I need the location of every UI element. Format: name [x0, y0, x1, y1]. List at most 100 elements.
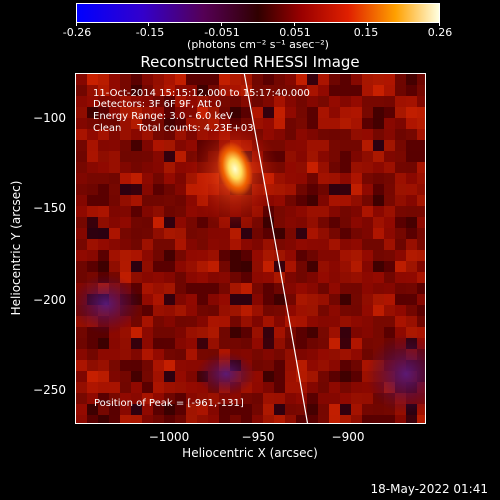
image-pixel — [373, 206, 384, 217]
image-pixel — [384, 415, 395, 423]
image-pixel — [153, 74, 164, 85]
image-pixel — [263, 85, 274, 96]
image-pixel — [296, 239, 307, 250]
image-pixel — [76, 195, 87, 206]
image-pixel — [153, 382, 164, 393]
image-pixel — [340, 360, 351, 371]
image-pixel — [109, 206, 120, 217]
image-pixel — [142, 217, 153, 228]
image-pixel — [76, 250, 87, 261]
image-pixel — [230, 294, 241, 305]
image-pixel — [296, 360, 307, 371]
image-pixel — [109, 393, 120, 404]
image-pixel — [274, 129, 285, 140]
image-pixel — [406, 217, 417, 228]
image-pixel — [219, 250, 230, 261]
image-pixel — [120, 162, 131, 173]
image-pixel — [153, 184, 164, 195]
image-pixel — [351, 393, 362, 404]
image-pixel — [241, 305, 252, 316]
image-pixel — [98, 96, 109, 107]
image-pixel — [87, 151, 98, 162]
image-pixel — [153, 250, 164, 261]
image-pixel — [307, 118, 318, 129]
image-pixel — [373, 283, 384, 294]
image-pixel — [142, 404, 153, 415]
image-pixel — [98, 107, 109, 118]
image-pixel — [417, 217, 425, 228]
image-pixel — [87, 74, 98, 85]
image-pixel — [373, 184, 384, 195]
image-pixel — [340, 217, 351, 228]
image-pixel — [186, 85, 197, 96]
image-pixel — [406, 316, 417, 327]
image-pixel — [164, 96, 175, 107]
image-pixel — [153, 195, 164, 206]
image-pixel — [373, 261, 384, 272]
image-pixel — [241, 415, 252, 423]
image-pixel — [186, 338, 197, 349]
image-pixel — [230, 338, 241, 349]
image-pixel — [329, 173, 340, 184]
image-pixel — [318, 404, 329, 415]
image-pixel — [252, 85, 263, 96]
image-pixel — [384, 217, 395, 228]
colorbar-units: (photons cm⁻² s⁻¹ asec⁻²) — [187, 38, 329, 51]
image-pixel — [164, 338, 175, 349]
image-pixel — [98, 415, 109, 423]
image-pixel — [98, 206, 109, 217]
image-pixel — [263, 305, 274, 316]
image-pixel — [296, 140, 307, 151]
image-pixel — [285, 118, 296, 129]
image-pixel — [186, 140, 197, 151]
image-pixel — [230, 404, 241, 415]
image-pixel — [274, 338, 285, 349]
image-pixel — [307, 305, 318, 316]
image-pixel — [362, 382, 373, 393]
image-pixel — [153, 217, 164, 228]
image-pixel — [351, 74, 362, 85]
image-pixel — [230, 239, 241, 250]
image-pixel — [76, 415, 87, 423]
image-pixel — [230, 85, 241, 96]
image-pixel — [87, 382, 98, 393]
image-pixel — [120, 382, 131, 393]
image-pixel — [395, 96, 406, 107]
image-pixel — [274, 415, 285, 423]
image-pixel — [98, 184, 109, 195]
image-pixel — [175, 173, 186, 184]
image-pixel — [76, 85, 87, 96]
image-pixel — [373, 250, 384, 261]
image-pixel — [340, 206, 351, 217]
image-pixel — [164, 371, 175, 382]
image-pixel — [395, 118, 406, 129]
image-pixel — [131, 349, 142, 360]
image-pixel — [296, 283, 307, 294]
image-pixel — [417, 283, 425, 294]
image-pixel — [87, 173, 98, 184]
image-pixel — [296, 415, 307, 423]
image-pixel — [208, 316, 219, 327]
image-pixel — [164, 173, 175, 184]
image-pixel — [87, 349, 98, 360]
image-pixel — [351, 283, 362, 294]
image-pixel — [98, 261, 109, 272]
image-pixel — [406, 327, 417, 338]
image-title: Reconstructed RHESSI Image — [140, 53, 360, 71]
image-pixel — [296, 162, 307, 173]
image-pixel — [285, 85, 296, 96]
image-pixel — [340, 239, 351, 250]
image-pixel — [76, 327, 87, 338]
image-pixel — [296, 96, 307, 107]
image-pixel — [263, 338, 274, 349]
image-pixel — [329, 162, 340, 173]
image-pixel — [406, 118, 417, 129]
image-pixel — [186, 195, 197, 206]
image-pixel — [318, 250, 329, 261]
image-pixel — [186, 294, 197, 305]
image-pixel — [274, 118, 285, 129]
image-pixel — [285, 96, 296, 107]
image-pixel — [384, 272, 395, 283]
image-pixel — [98, 404, 109, 415]
image-pixel — [153, 107, 164, 118]
